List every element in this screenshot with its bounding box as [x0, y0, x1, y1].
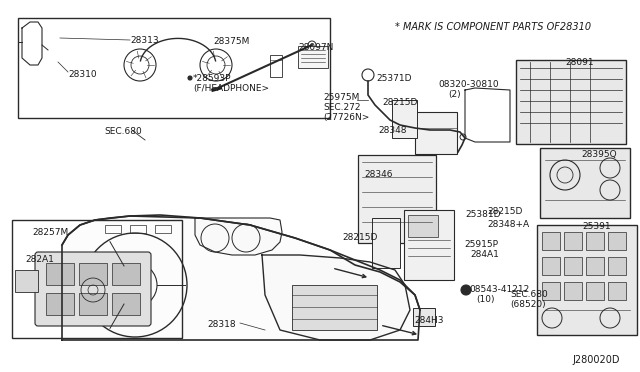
Bar [18, 18, 330, 118]
Bar [586, 257, 604, 275]
Text: J280020D: J280020D [573, 355, 620, 365]
Text: 25391: 25391 [582, 222, 611, 231]
Polygon shape [262, 255, 410, 340]
Bar [413, 308, 435, 326]
Text: 28091: 28091 [565, 58, 594, 67]
Bar [608, 282, 626, 300]
Bar [415, 112, 457, 154]
Bar [516, 60, 626, 144]
Text: 28257M: 28257M [32, 228, 68, 237]
Text: 08543-41212: 08543-41212 [469, 285, 529, 294]
Bar [46, 263, 74, 285]
Text: 28215D: 28215D [382, 98, 417, 107]
Text: 284A1: 284A1 [470, 250, 499, 259]
Text: 282A1: 282A1 [25, 255, 54, 264]
Bar [372, 218, 400, 268]
Bar [15, 270, 38, 292]
Bar [79, 293, 107, 315]
Text: *28593P: *28593P [193, 74, 232, 83]
Text: 28318: 28318 [207, 320, 236, 329]
Text: 25371D: 25371D [376, 74, 412, 83]
Text: 28348+A: 28348+A [487, 220, 529, 229]
Polygon shape [195, 218, 282, 255]
Text: (F/HEADPHONE>: (F/HEADPHONE> [193, 84, 269, 93]
Bar [537, 225, 637, 335]
Text: SEC.680: SEC.680 [510, 290, 548, 299]
Text: (27726N>: (27726N> [323, 113, 369, 122]
Bar [392, 100, 417, 138]
Text: 25381D: 25381D [465, 210, 500, 219]
Bar [586, 232, 604, 250]
Bar [270, 55, 282, 77]
Bar [542, 232, 560, 250]
Bar [408, 215, 438, 237]
Text: 28215D: 28215D [342, 233, 378, 242]
Bar [542, 282, 560, 300]
Bar [105, 225, 121, 233]
Circle shape [461, 285, 471, 295]
Text: (68520): (68520) [510, 300, 546, 309]
Circle shape [188, 76, 192, 80]
Bar [112, 293, 140, 315]
Text: 25975M: 25975M [323, 93, 360, 102]
Bar [292, 285, 377, 330]
Text: 28348: 28348 [378, 126, 406, 135]
Bar [586, 282, 604, 300]
Text: 28395Q: 28395Q [581, 150, 616, 159]
Text: 28346: 28346 [364, 170, 392, 179]
Text: 28215D: 28215D [487, 207, 522, 216]
Bar [540, 148, 630, 218]
Bar [298, 46, 328, 68]
Text: 284H3: 284H3 [414, 316, 444, 325]
Bar [79, 263, 107, 285]
Text: 28375M: 28375M [213, 37, 250, 46]
Bar [608, 257, 626, 275]
Bar [404, 210, 454, 280]
Text: 08320-30810: 08320-30810 [438, 80, 499, 89]
Text: (10): (10) [476, 295, 495, 304]
Text: (2): (2) [448, 90, 461, 99]
FancyBboxPatch shape [35, 252, 151, 326]
Bar [130, 225, 146, 233]
Bar [155, 225, 171, 233]
Text: 25915P: 25915P [464, 240, 498, 249]
Bar [608, 232, 626, 250]
Text: 28310: 28310 [68, 70, 97, 79]
Bar [564, 257, 582, 275]
Text: 28313: 28313 [130, 36, 159, 45]
Polygon shape [62, 215, 420, 340]
Text: * MARK IS COMPONENT PARTS OF28310: * MARK IS COMPONENT PARTS OF28310 [395, 22, 591, 32]
Bar [564, 232, 582, 250]
Text: SEC.272: SEC.272 [323, 103, 360, 112]
Bar [112, 263, 140, 285]
Text: 28097N: 28097N [298, 43, 333, 52]
Bar [46, 293, 74, 315]
Bar [358, 155, 436, 243]
Bar [12, 220, 182, 338]
Bar [542, 257, 560, 275]
Text: SEC.680: SEC.680 [104, 127, 141, 136]
Bar [564, 282, 582, 300]
